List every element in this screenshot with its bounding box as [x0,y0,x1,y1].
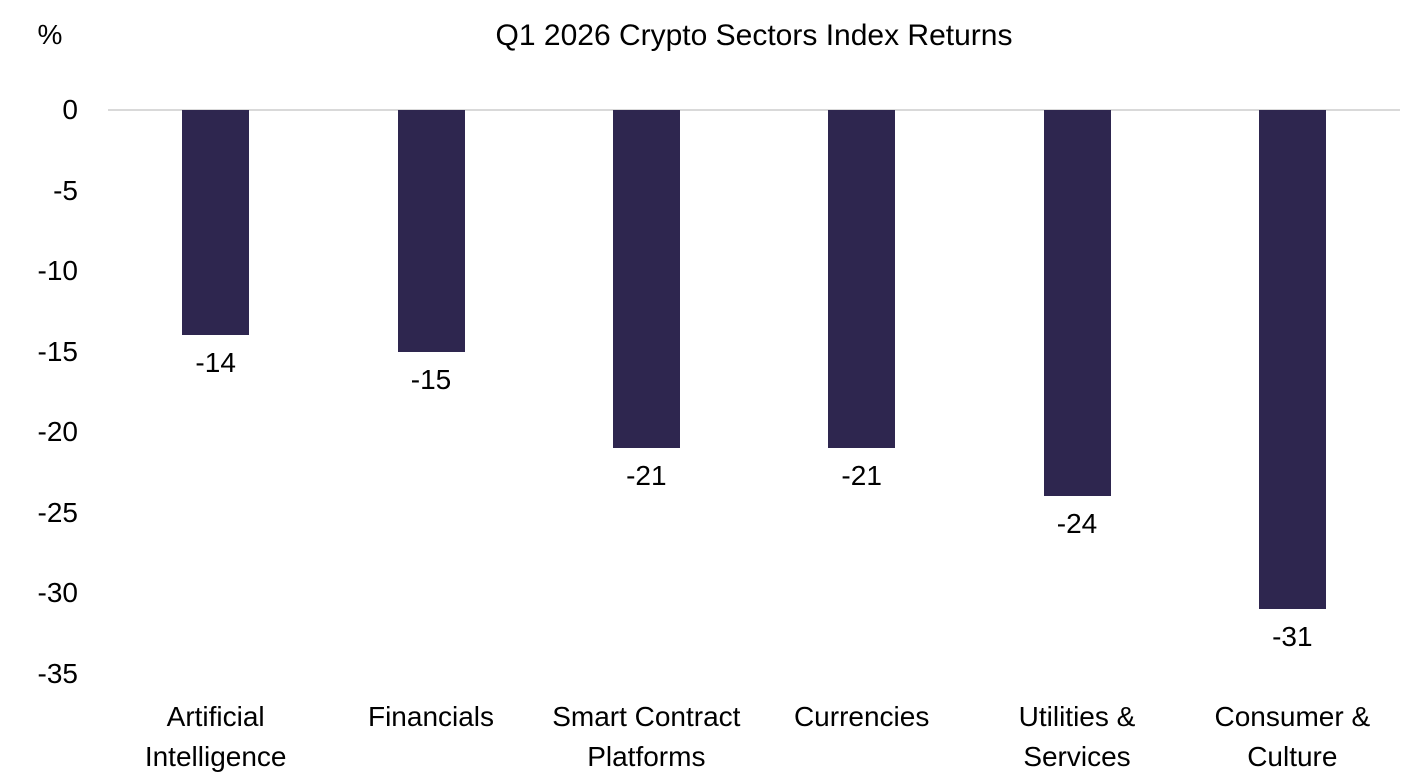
category-label: Utilities & Services [967,697,1187,777]
category-label-line: Intelligence [144,741,287,772]
bar [1258,110,1326,610]
y-axis-unit-label: % [37,19,63,50]
bar [1043,110,1111,497]
category-label-line: Consumer & [1214,701,1371,732]
y-axis-tick-label: -15 [37,335,78,367]
y-axis-tick-label: -35 [37,657,78,689]
bar [397,110,465,352]
bar [612,110,680,449]
category-label: Artificial Intelligence [106,697,326,777]
category-label: Currencies [752,697,972,737]
bar [828,110,896,449]
y-axis-tick-label: -25 [37,496,78,528]
category-label-line: Culture [1247,741,1338,772]
bar-value-label: -21 [626,460,667,492]
bar [182,110,250,336]
chart-title: Q1 2026 Crypto Sectors Index Returns [495,19,1013,52]
category-label-line: Platforms [587,741,706,772]
category-label: Financials [321,697,541,737]
y-axis-tick-label: -10 [37,255,78,286]
bar-value-label: -31 [1272,621,1313,653]
y-axis-tick-label: -20 [37,416,78,447]
bar-value-label: -21 [841,460,882,492]
y-axis-tick-label: -30 [37,577,78,608]
zero-baseline [108,109,1400,111]
bar-value-label: -15 [410,363,452,395]
bar-value-label: -24 [1056,508,1098,540]
category-label-line: Currencies [793,701,930,732]
bar-value-label: -14 [195,347,236,379]
category-label-line: Utilities & [1018,701,1136,732]
y-axis-tick-label: -5 [53,174,78,206]
category-label: Consumer & Culture [1182,697,1402,777]
y-axis-tick-label: 0 [62,94,78,125]
category-label-line: Financials [367,701,495,732]
category-label: Smart Contract Platforms [536,697,756,777]
category-label-line: Smart Contract [552,701,741,732]
category-label-line: Artificial [166,701,265,732]
category-label-line: Services [1023,741,1131,772]
